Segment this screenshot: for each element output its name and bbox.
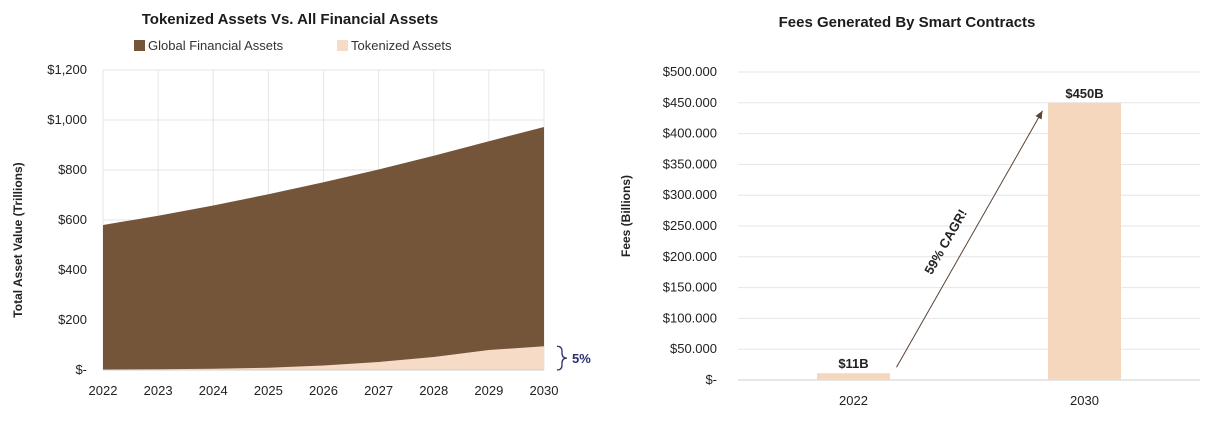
bar-data-label: $11B — [838, 356, 868, 371]
x-tick-label: 2029 — [474, 383, 503, 398]
x-tick-label: 2030 — [1070, 393, 1099, 408]
y-tick-label: $1,000 — [47, 112, 87, 127]
y-tick-label: $600 — [58, 212, 87, 227]
legend-label-tokenized: Tokenized Assets — [351, 38, 452, 53]
tokenized-share-brace — [556, 345, 568, 371]
cagr-label: 59% CAGR! — [921, 207, 970, 277]
legend-swatch-tokenized — [337, 40, 348, 51]
x-tick-label: 2030 — [530, 383, 559, 398]
area-tokenized-assets — [103, 346, 544, 370]
y-tick-label: $300.000 — [663, 187, 717, 202]
x-tick-label: 2026 — [309, 383, 338, 398]
tokenized-assets-area-chart: $- $200 $400 $600 $800 $1,000 $1,200 2022 2023 20… — [11, 62, 591, 398]
y-axis-label: Fees (Billions) — [619, 175, 633, 257]
y-tick-label: $350.000 — [663, 156, 717, 171]
legend-tokenized-assets: Tokenized Assets — [337, 38, 451, 53]
bar-data-label: $450B — [1065, 86, 1103, 101]
x-tick-label: 2027 — [364, 383, 393, 398]
y-tick-label: $250.000 — [663, 218, 717, 233]
x-tick-label: 2025 — [254, 383, 283, 398]
area-global-financial-assets — [103, 127, 544, 370]
y-tick-label: $- — [705, 372, 717, 387]
y-tick-label: $50.000 — [670, 341, 717, 356]
x-tick-label: 2024 — [199, 383, 228, 398]
y-tick-label: $400 — [58, 262, 87, 277]
smart-contract-fees-bar-chart: $- $50.000 $100.000 $150.000 $200.000 $250.00… — [619, 64, 1200, 408]
cagr-arrowhead — [1035, 110, 1043, 120]
tokenized-share-label: 5% — [572, 351, 591, 366]
y-tick-label: $450.000 — [663, 95, 717, 110]
bar-2022 — [817, 373, 890, 380]
x-tick-label: 2023 — [144, 383, 173, 398]
x-tick-label: 2022 — [89, 383, 118, 398]
legend-global-financial-assets: Global Financial Assets — [134, 38, 283, 53]
y-tick-label: $500.000 — [663, 64, 717, 79]
cagr-arrow-line — [896, 110, 1043, 368]
y-tick-label: $150.000 — [663, 280, 717, 295]
right-chart-title: Fees Generated By Smart Contracts — [778, 14, 1036, 31]
legend-label-global: Global Financial Assets — [148, 38, 284, 53]
y-tick-label: $100.000 — [663, 310, 717, 325]
y-tick-label: $200 — [58, 312, 87, 327]
y-tick-label: $800 — [58, 162, 87, 177]
y-tick-label: $- — [75, 362, 87, 377]
legend-swatch-global — [134, 40, 145, 51]
left-chart-title: Tokenized Assets Vs. All Financial Asset… — [141, 11, 439, 28]
x-tick-label: 2022 — [839, 393, 868, 408]
y-tick-label: $1,200 — [47, 62, 87, 77]
y-tick-label: $200.000 — [663, 249, 717, 264]
y-axis-label: Total Asset Value (Trillions) — [11, 162, 25, 317]
bar-2030 — [1048, 102, 1121, 381]
x-tick-label: 2028 — [419, 383, 448, 398]
y-tick-label: $400.000 — [663, 126, 717, 141]
